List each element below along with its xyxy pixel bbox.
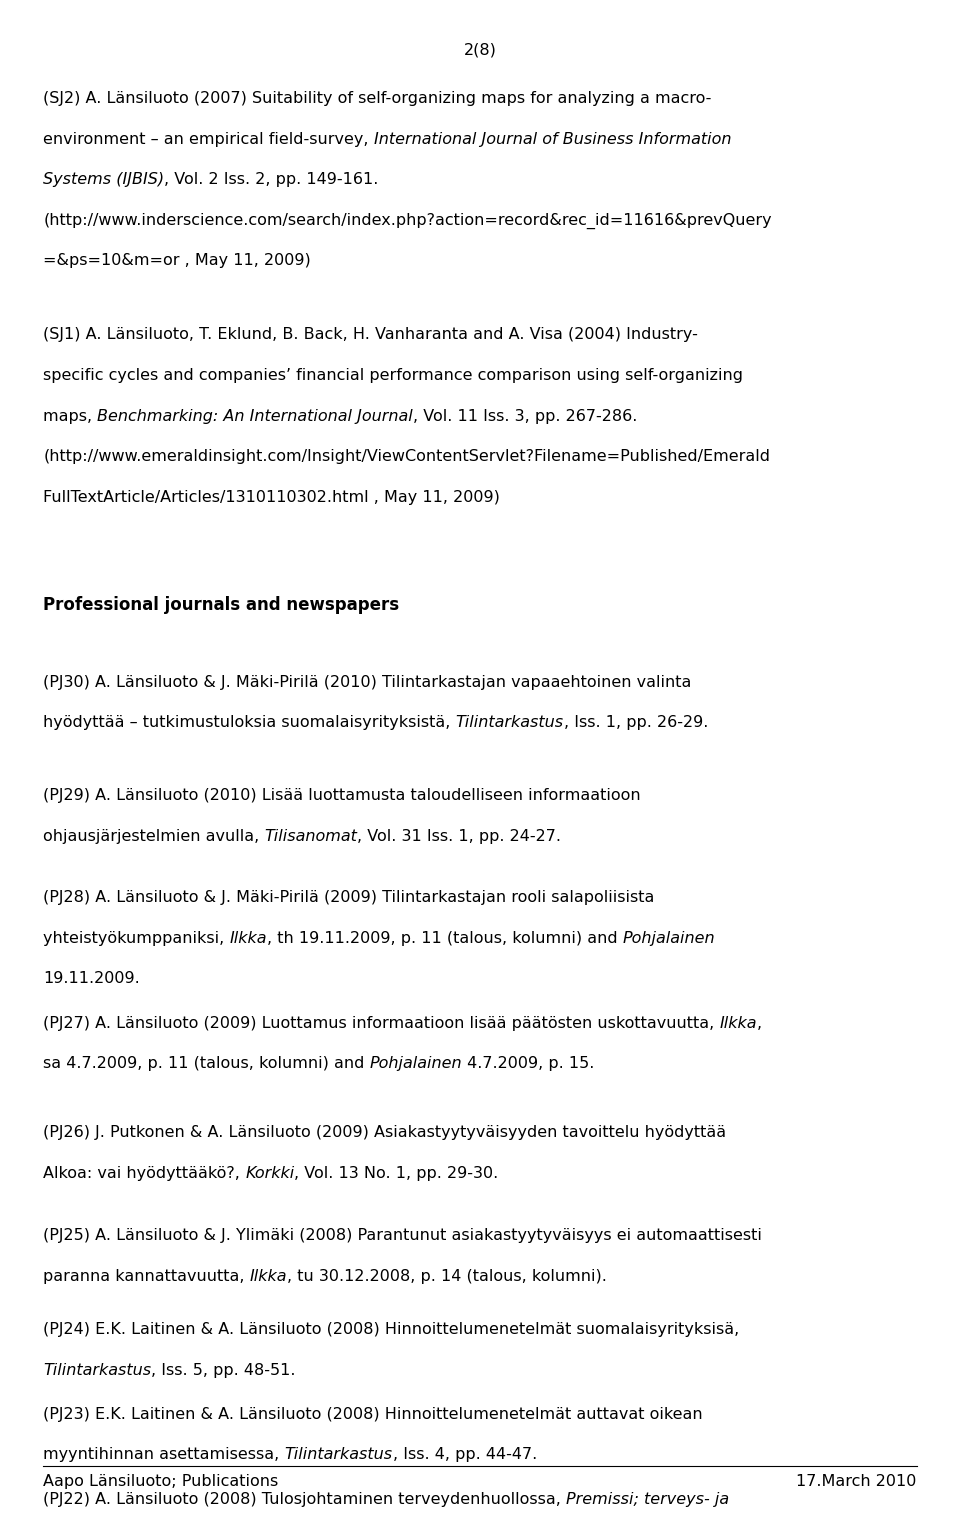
- Text: ohjausjärjestelmien avulla,: ohjausjärjestelmien avulla,: [43, 829, 265, 844]
- Text: Pohjalainen: Pohjalainen: [370, 1057, 463, 1072]
- Text: maps,: maps,: [43, 409, 98, 423]
- Text: paranna kannattavuutta,: paranna kannattavuutta,: [43, 1269, 250, 1284]
- Text: Ilkka: Ilkka: [720, 1016, 757, 1031]
- Text: Tilintarkastus: Tilintarkastus: [284, 1448, 393, 1463]
- Text: Premissi; terveys- ja: Premissi; terveys- ja: [566, 1492, 730, 1507]
- Text: , Iss. 1, pp. 26-29.: , Iss. 1, pp. 26-29.: [564, 716, 708, 731]
- Text: (PJ26) J. Putkonen & A. Länsiluoto (2009) Asiakastyytyväisyyden tavoittelu hyödy: (PJ26) J. Putkonen & A. Länsiluoto (2009…: [43, 1125, 727, 1140]
- Text: (PJ30) A. Länsiluoto & J. Mäki-Pirilä (2010) Tilintarkastajan vapaaehtoinen vali: (PJ30) A. Länsiluoto & J. Mäki-Pirilä (2…: [43, 675, 691, 690]
- Text: (PJ27) A. Länsiluoto (2009) Luottamus informaatioon lisää päätösten uskottavuutt: (PJ27) A. Länsiluoto (2009) Luottamus in…: [43, 1016, 720, 1031]
- Text: 19.11.2009.: 19.11.2009.: [43, 972, 140, 985]
- Text: 2(8): 2(8): [464, 42, 496, 58]
- Text: sa 4.7.2009, p. 11 (talous, kolumni) and: sa 4.7.2009, p. 11 (talous, kolumni) and: [43, 1057, 370, 1072]
- Text: Tilisanomat: Tilisanomat: [265, 829, 357, 844]
- Text: , Vol. 31 Iss. 1, pp. 24-27.: , Vol. 31 Iss. 1, pp. 24-27.: [357, 829, 562, 844]
- Text: (PJ22) A. Länsiluoto (2008) Tulosjohtaminen terveydenhuollossa,: (PJ22) A. Länsiluoto (2008) Tulosjohtami…: [43, 1492, 566, 1507]
- Text: ,: ,: [757, 1016, 762, 1031]
- Text: Ilkka: Ilkka: [229, 931, 267, 946]
- Text: Tilintarkastus: Tilintarkastus: [456, 716, 564, 731]
- Text: , Vol. 2 Iss. 2, pp. 149-161.: , Vol. 2 Iss. 2, pp. 149-161.: [164, 173, 378, 186]
- Text: Korkki: Korkki: [245, 1166, 295, 1181]
- Text: (SJ1) A. Länsiluoto, T. Eklund, B. Back, H. Vanharanta and A. Visa (2004) Indust: (SJ1) A. Länsiluoto, T. Eklund, B. Back,…: [43, 327, 698, 343]
- Text: 17.March 2010: 17.March 2010: [797, 1474, 917, 1489]
- Text: Pohjalainen: Pohjalainen: [623, 931, 715, 946]
- Text: (PJ29) A. Länsiluoto (2010) Lisää luottamusta taloudelliseen informaatioon: (PJ29) A. Länsiluoto (2010) Lisää luotta…: [43, 788, 641, 803]
- Text: (http://www.inderscience.com/search/index.php?action=record&rec_id=11616&prevQue: (http://www.inderscience.com/search/inde…: [43, 212, 772, 229]
- Text: , Vol. 11 Iss. 3, pp. 267-286.: , Vol. 11 Iss. 3, pp. 267-286.: [413, 409, 637, 423]
- Text: FullTextArticle/Articles/1310110302.html , May 11, 2009): FullTextArticle/Articles/1310110302.html…: [43, 490, 500, 505]
- Text: (PJ23) E.K. Laitinen & A. Länsiluoto (2008) Hinnoittelumenetelmät auttavat oikea: (PJ23) E.K. Laitinen & A. Länsiluoto (20…: [43, 1407, 703, 1422]
- Text: 4.7.2009, p. 15.: 4.7.2009, p. 15.: [463, 1057, 594, 1072]
- Text: (http://www.emeraldinsight.com/Insight/ViewContentServlet?Filename=Published/Eme: (http://www.emeraldinsight.com/Insight/V…: [43, 449, 770, 464]
- Text: International Journal of Business Information: International Journal of Business Inform…: [373, 132, 732, 147]
- Text: Systems (IJBIS): Systems (IJBIS): [43, 173, 164, 186]
- Text: (SJ2) A. Länsiluoto (2007) Suitability of self-organizing maps for analyzing a m: (SJ2) A. Länsiluoto (2007) Suitability o…: [43, 91, 711, 106]
- Text: (PJ25) A. Länsiluoto & J. Ylimäki (2008) Parantunut asiakastyytyväisyys ei autom: (PJ25) A. Länsiluoto & J. Ylimäki (2008)…: [43, 1228, 762, 1243]
- Text: Benchmarking: An International Journal: Benchmarking: An International Journal: [98, 409, 413, 423]
- Text: Professional journals and newspapers: Professional journals and newspapers: [43, 596, 399, 614]
- Text: yhteistyökumppaniksi,: yhteistyökumppaniksi,: [43, 931, 229, 946]
- Text: , Iss. 4, pp. 44-47.: , Iss. 4, pp. 44-47.: [393, 1448, 537, 1463]
- Text: Tilintarkastus: Tilintarkastus: [43, 1363, 152, 1378]
- Text: , tu 30.12.2008, p. 14 (talous, kolumni).: , tu 30.12.2008, p. 14 (talous, kolumni)…: [287, 1269, 608, 1284]
- Text: (PJ24) E.K. Laitinen & A. Länsiluoto (2008) Hinnoittelumenetelmät suomalaisyrity: (PJ24) E.K. Laitinen & A. Länsiluoto (20…: [43, 1322, 739, 1337]
- Text: hyödyttää – tutkimustuloksia suomalaisyrityksistä,: hyödyttää – tutkimustuloksia suomalaisyr…: [43, 716, 456, 731]
- Text: Alkoa: vai hyödyttääkö?,: Alkoa: vai hyödyttääkö?,: [43, 1166, 245, 1181]
- Text: specific cycles and companies’ financial performance comparison using self-organ: specific cycles and companies’ financial…: [43, 368, 743, 384]
- Text: Aapo Länsiluoto; Publications: Aapo Länsiluoto; Publications: [43, 1474, 278, 1489]
- Text: =&ps=10&m=or , May 11, 2009): =&ps=10&m=or , May 11, 2009): [43, 253, 311, 268]
- Text: , th 19.11.2009, p. 11 (talous, kolumni) and: , th 19.11.2009, p. 11 (talous, kolumni)…: [267, 931, 623, 946]
- Text: Ilkka: Ilkka: [250, 1269, 287, 1284]
- Text: (PJ28) A. Länsiluoto & J. Mäki-Pirilä (2009) Tilintarkastajan rooli salapoliisis: (PJ28) A. Länsiluoto & J. Mäki-Pirilä (2…: [43, 890, 655, 905]
- Text: , Iss. 5, pp. 48-51.: , Iss. 5, pp. 48-51.: [152, 1363, 296, 1378]
- Text: , Vol. 13 No. 1, pp. 29-30.: , Vol. 13 No. 1, pp. 29-30.: [295, 1166, 498, 1181]
- Text: myyntihinnan asettamisessa,: myyntihinnan asettamisessa,: [43, 1448, 284, 1463]
- Text: environment – an empirical field-survey,: environment – an empirical field-survey,: [43, 132, 373, 147]
